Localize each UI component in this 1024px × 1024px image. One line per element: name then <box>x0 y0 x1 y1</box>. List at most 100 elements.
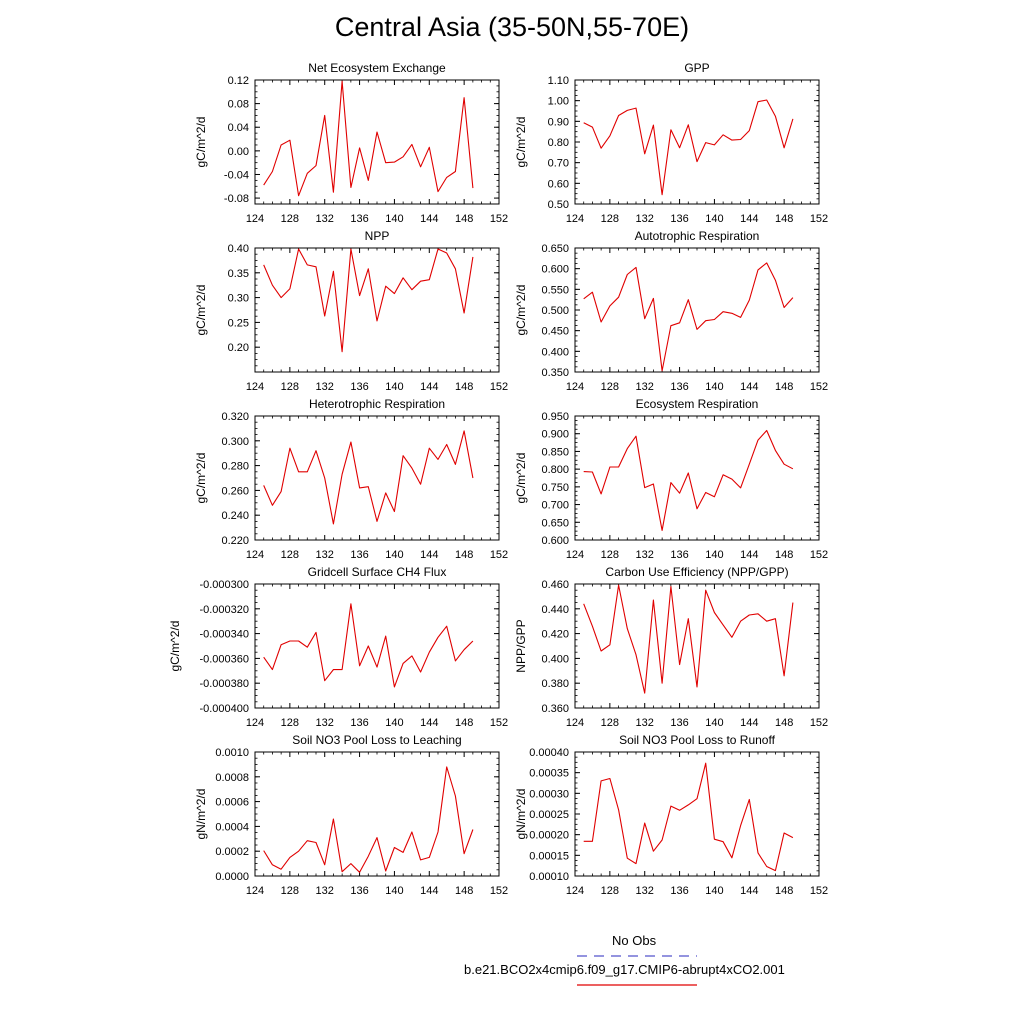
panel-10-xtick-label: 148 <box>775 885 793 897</box>
panel-1-xtick-label: 152 <box>490 213 508 225</box>
panel-6-xtick-label: 132 <box>636 549 654 561</box>
panel-8-xtick-label: 148 <box>775 717 793 729</box>
panel-9-xtick-label: 144 <box>420 885 438 897</box>
panel-7-title: Gridcell Surface CH4 Flux <box>308 565 447 579</box>
panel-4-ytick-label: 0.350 <box>541 367 569 379</box>
page-title: Central Asia (35-50N,55-70E) <box>334 12 690 42</box>
panel-9-title: Soil NO3 Pool Loss to Leaching <box>292 733 461 747</box>
panel-1-xtick-label: 144 <box>420 213 438 225</box>
panel-8-ytick-label: 0.420 <box>541 629 569 641</box>
panel-3-xtick-label: 144 <box>420 381 438 393</box>
panel-3-ytick-label: 0.40 <box>228 243 249 255</box>
panel-3-xtick-label: 140 <box>385 381 403 393</box>
panel-6-ytick-label: 0.700 <box>541 500 569 512</box>
panel-10-ytick-label: 0.00025 <box>529 809 569 821</box>
panel-5-ytick-label: 0.260 <box>221 485 249 497</box>
panel-2-xtick-label: 144 <box>740 213 758 225</box>
panel-6-xtick-label: 136 <box>670 549 688 561</box>
panel-6-title: Ecosystem Respiration <box>636 397 759 411</box>
panel-2-ylabel: gC/m^2/d <box>514 117 528 168</box>
panel-6-ytick-label: 0.800 <box>541 464 569 476</box>
panel-8-ytick-label: 0.360 <box>541 703 569 715</box>
panel-1-xtick-label: 128 <box>281 213 299 225</box>
panel-7-ytick-label: -0.000360 <box>199 653 249 665</box>
panel-6-ytick-label: 0.950 <box>541 411 569 423</box>
panel-1-xtick-label: 140 <box>385 213 403 225</box>
panel-4-xtick-label: 124 <box>566 381 584 393</box>
panel-7-xtick-label: 132 <box>316 717 334 729</box>
panel-8-frame <box>574 583 820 709</box>
panel-1-ytick-label: 0.12 <box>228 75 249 87</box>
panel-6-ylabel: gC/m^2/d <box>514 453 528 504</box>
panel-5-ytick-label: 0.300 <box>221 436 249 448</box>
panel-10-ytick-label: 0.00030 <box>529 788 569 800</box>
panel-4-frame <box>574 247 820 373</box>
panel-8-ytick-label: 0.400 <box>541 653 569 665</box>
panel-3-xtick-label: 152 <box>490 381 508 393</box>
panel-7-ytick-label: -0.000320 <box>199 604 249 616</box>
panel-6-frame <box>574 415 820 541</box>
panel-7-xtick-label: 152 <box>490 717 508 729</box>
panel-3-xtick-label: 136 <box>350 381 368 393</box>
panel-7-frame <box>254 583 500 709</box>
panel-3-ytick-label: 0.35 <box>228 268 249 280</box>
panel-4-xtick-label: 140 <box>705 381 723 393</box>
panel-1-frame <box>254 79 500 205</box>
panel-1-series-line <box>263 80 474 197</box>
panel-1-title: Net Ecosystem Exchange <box>308 61 446 75</box>
panel-4-xtick-label: 144 <box>740 381 758 393</box>
panel-5-xtick-label: 144 <box>420 549 438 561</box>
panel-10-xtick-label: 152 <box>810 885 828 897</box>
panel-9-ytick-label: 0.0008 <box>215 772 249 784</box>
panel-7-xtick-label: 140 <box>385 717 403 729</box>
panel-3-ytick-label: 0.30 <box>228 293 249 305</box>
panel-9-ytick-label: 0.0000 <box>215 871 249 883</box>
panel-7-xtick-label: 128 <box>281 717 299 729</box>
panel-4-ytick-label: 0.600 <box>541 264 569 276</box>
panel-3-xtick-label: 148 <box>455 381 473 393</box>
panel-4-xtick-label: 152 <box>810 381 828 393</box>
panel-8-ytick-label: 0.440 <box>541 604 569 616</box>
panel-9-xtick-label: 128 <box>281 885 299 897</box>
panel-10-ytick-label: 0.00010 <box>529 871 569 883</box>
panel-2-ytick-label: 1.10 <box>548 75 569 87</box>
panel-2-xtick-label: 128 <box>601 213 619 225</box>
panel-4-ytick-label: 0.500 <box>541 305 569 317</box>
panel-10-xtick-label: 144 <box>740 885 758 897</box>
panel-5-xtick-label: 136 <box>350 549 368 561</box>
panel-10-xtick-label: 128 <box>601 885 619 897</box>
panel-6-xtick-label: 144 <box>740 549 758 561</box>
panel-3-xtick-label: 128 <box>281 381 299 393</box>
panel-1-ylabel: gC/m^2/d <box>194 117 208 168</box>
panel-3-ytick-label: 0.20 <box>228 342 249 354</box>
panel-9-xtick-label: 136 <box>350 885 368 897</box>
panel-2-ytick-label: 0.60 <box>548 178 569 190</box>
panel-1-ytick-label: 0.00 <box>228 146 249 158</box>
panel-2-ytick-label: 0.70 <box>548 158 569 170</box>
panel-6-xtick-label: 128 <box>601 549 619 561</box>
panel-1-xtick-label: 148 <box>455 213 473 225</box>
panel-9-ytick-label: 0.0002 <box>215 846 249 858</box>
panel-8-xtick-label: 152 <box>810 717 828 729</box>
panel-1-ytick-label: 0.08 <box>228 99 249 111</box>
panel-8-xtick-label: 124 <box>566 717 584 729</box>
panel-2-xtick-label: 124 <box>566 213 584 225</box>
panel-5-xtick-label: 152 <box>490 549 508 561</box>
panel-8-xtick-label: 132 <box>636 717 654 729</box>
panel-7-xtick-label: 148 <box>455 717 473 729</box>
panel-10-ytick-label: 0.00035 <box>529 768 569 780</box>
panel-10-ytick-label: 0.00040 <box>529 747 569 759</box>
panel-3-xtick-label: 124 <box>246 381 264 393</box>
panel-8-xtick-label: 128 <box>601 717 619 729</box>
panel-2-xtick-label: 152 <box>810 213 828 225</box>
panel-5-ytick-label: 0.220 <box>221 535 249 547</box>
panel-9-xtick-label: 152 <box>490 885 508 897</box>
panel-9-ylabel: gN/m^2/d <box>194 789 208 840</box>
panel-6-xtick-label: 148 <box>775 549 793 561</box>
panel-7-ytick-label: -0.000340 <box>199 629 249 641</box>
panel-2-series-line <box>583 99 794 196</box>
panel-4-xtick-label: 128 <box>601 381 619 393</box>
panel-8-xtick-label: 140 <box>705 717 723 729</box>
panel-3-ylabel: gC/m^2/d <box>194 285 208 336</box>
panel-9-ytick-label: 0.0010 <box>215 747 249 759</box>
